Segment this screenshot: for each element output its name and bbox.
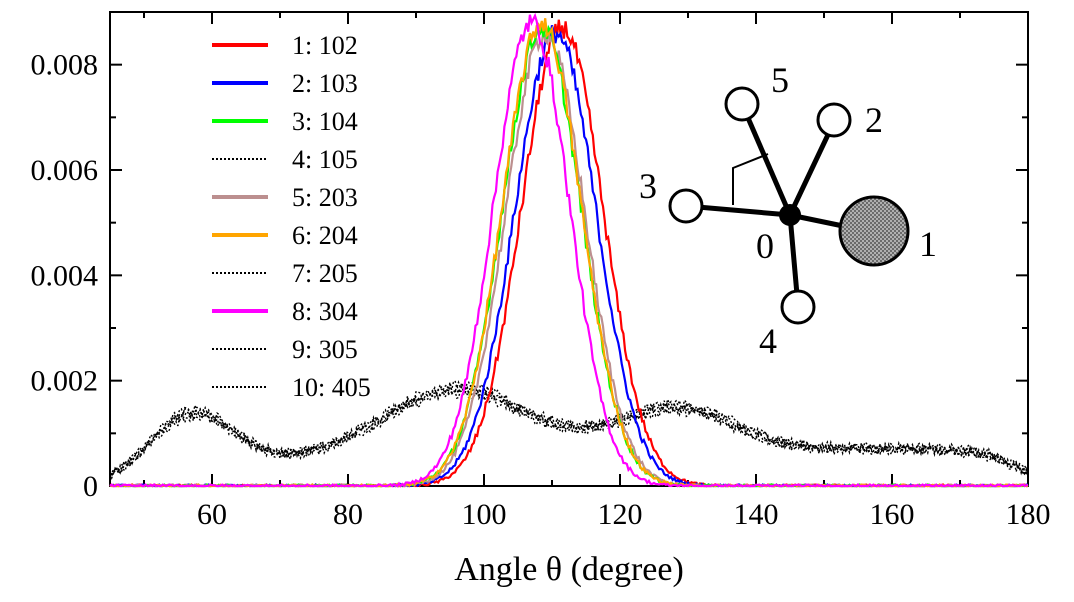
atom-2 (816, 102, 852, 138)
legend-label-1: 1: 102 (292, 31, 358, 60)
legend-label-6: 6: 204 (292, 221, 358, 250)
series-line-10 (109, 389, 1029, 481)
x-tick-label: 160 (870, 498, 915, 531)
atom-4 (780, 289, 816, 325)
legend-label-9: 9: 305 (292, 335, 358, 364)
legend-label-4: 4: 105 (292, 145, 358, 174)
atom-0 (779, 204, 801, 226)
series-line-7 (109, 384, 1029, 479)
angle-marker (732, 153, 769, 205)
series-line-4 (109, 385, 1029, 478)
bond-0-5 (739, 103, 793, 216)
plot-frame (109, 11, 1029, 487)
atom-3 (668, 188, 704, 224)
series-line-8 (109, 12, 1029, 488)
x-tick-label: 60 (197, 498, 227, 531)
series-layer (109, 12, 1029, 488)
atom-label-5: 5 (771, 60, 789, 100)
legend-label-8: 8: 304 (292, 297, 358, 326)
atom-label-2: 2 (865, 100, 883, 140)
atom-5 (724, 86, 760, 122)
y-tick-label: 0.004 (31, 259, 99, 292)
y-tick-label: 0.008 (31, 49, 99, 82)
atom-label-4: 4 (759, 321, 777, 361)
atom-label-3: 3 (639, 166, 657, 206)
legend: 1: 102 2: 103 3: 104 4: 105 5: 203 6: 204 7: 2… (212, 31, 371, 402)
atom-label-0: 0 (756, 226, 774, 266)
legend-label-5: 5: 203 (292, 183, 358, 212)
x-tick-label: 80 (333, 498, 363, 531)
y-tick-label: 0 (83, 470, 98, 503)
x-tick-label: 180 (1006, 498, 1051, 531)
x-tick-label: 100 (462, 498, 507, 531)
atom-label-1: 1 (919, 224, 937, 264)
legend-label-10: 10: 405 (292, 373, 371, 402)
x-tick-label: 120 (598, 498, 643, 531)
y-tick-label: 0.002 (31, 365, 99, 398)
y-tick-label: 0.006 (31, 154, 99, 187)
bond-0-2 (787, 120, 837, 217)
legend-label-7: 7: 205 (292, 259, 358, 288)
legend-label-2: 2: 103 (292, 69, 358, 98)
x-tick-label: 140 (734, 498, 779, 531)
x-axis-label: Angle θ (degree) (454, 551, 684, 588)
molecule-inset: 0 1 2 3 4 5 (639, 60, 937, 361)
atom-1 (838, 195, 910, 267)
legend-label-3: 3: 104 (292, 107, 358, 136)
